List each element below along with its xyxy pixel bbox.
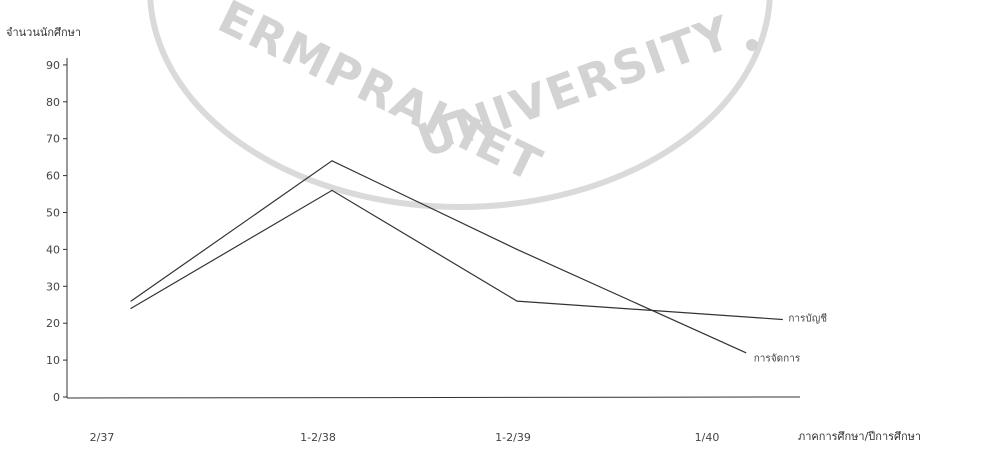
series-label: การบัญชี: [788, 313, 827, 325]
y-axis-title: จำนวนนักศึกษา: [6, 26, 81, 39]
series-point: [331, 189, 333, 191]
y-tick-label: 0: [53, 391, 60, 404]
y-tick-label: 30: [46, 280, 60, 293]
x-category-label: 2/37: [90, 431, 115, 444]
series-point: [516, 300, 518, 302]
watermark-seal: ERMPRAKIET UNIVERSITY: [147, 0, 773, 210]
y-tick-label: 90: [46, 59, 60, 72]
x-category-labels: 2/37 1-2/38 1-2/39 1/40: [90, 431, 720, 444]
y-tick-label: 80: [46, 96, 60, 109]
x-category-label: 1-2/39: [495, 431, 531, 444]
y-tick-label: 20: [46, 317, 60, 330]
series-point: [331, 160, 333, 162]
y-ticks: 0 10 20 30 40 50 60 70 80 90: [46, 59, 67, 404]
series-label: การจัดการ: [754, 354, 801, 365]
y-tick-label: 50: [46, 207, 60, 220]
series-line: [130, 189, 783, 321]
watermark-dot: [746, 39, 758, 51]
x-axis-title: ภาคการศึกษา/ปีการศึกษา: [798, 430, 921, 443]
x-category-label: 1/40: [695, 431, 720, 444]
y-tick-label: 40: [46, 243, 60, 256]
watermark-text-bottom: UNIVERSITY: [410, 5, 739, 169]
series-point: [516, 248, 518, 250]
y-tick-label: 60: [46, 170, 60, 183]
series-point: [745, 352, 747, 354]
x-category-label: 1-2/38: [300, 431, 336, 444]
series-line: [130, 160, 747, 354]
y-tick-label: 10: [46, 354, 60, 367]
series-group: การบัญชีการจัดการ: [130, 160, 827, 365]
series-point: [130, 307, 132, 310]
y-tick-label: 70: [46, 133, 60, 146]
series-point: [781, 318, 783, 321]
x-axis-line: [66, 396, 801, 399]
series-point: [130, 300, 132, 302]
